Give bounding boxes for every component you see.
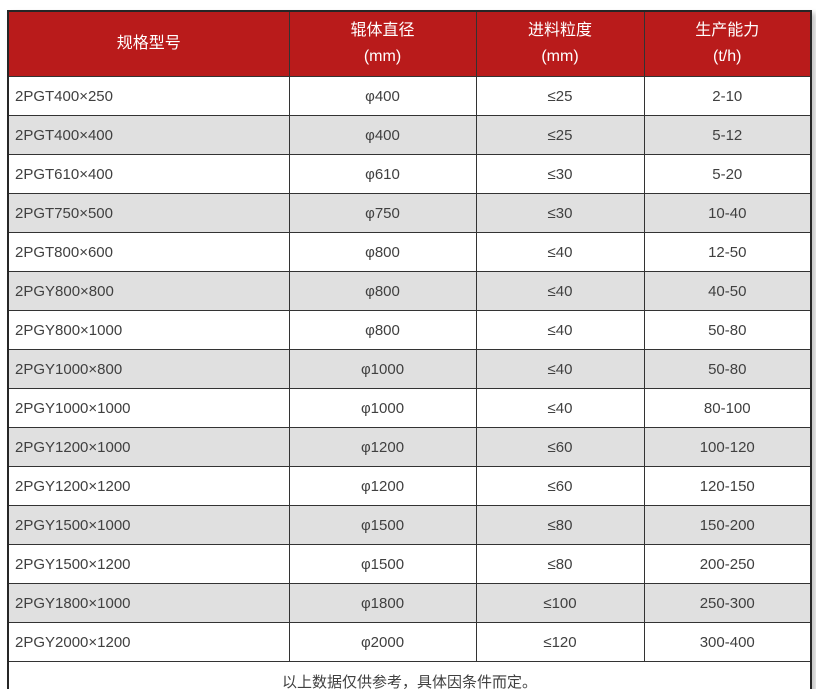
- cell-model: 2PGY1000×800: [7, 349, 290, 389]
- cell-capacity: 120-150: [643, 466, 812, 506]
- cell-feed: ≤40: [475, 232, 645, 272]
- table-row: 2PGY1800×1000 φ1800 ≤100 250-300: [7, 583, 812, 623]
- cell-model: 2PGY1000×1000: [7, 388, 290, 428]
- table-row: 2PGT610×400 φ610 ≤30 5-20: [7, 154, 812, 194]
- cell-diameter: φ2000: [288, 622, 477, 662]
- cell-model: 2PGY1500×1200: [7, 544, 290, 584]
- col-header-capacity: 生产能力 (t/h): [643, 10, 812, 77]
- cell-diameter: φ1000: [288, 388, 477, 428]
- cell-diameter: φ1000: [288, 349, 477, 389]
- cell-model: 2PGT610×400: [7, 154, 290, 194]
- cell-diameter: φ400: [288, 76, 477, 116]
- table-header: 规格型号 辊体直径 (mm) 进料粒度 (mm) 生产能力 (t/h): [7, 10, 812, 77]
- cell-diameter: φ1500: [288, 544, 477, 584]
- cell-capacity: 100-120: [643, 427, 812, 467]
- cell-model: 2PGY1800×1000: [7, 583, 290, 623]
- cell-capacity: 250-300: [643, 583, 812, 623]
- cell-diameter: φ800: [288, 232, 477, 272]
- cell-feed: ≤60: [475, 466, 645, 506]
- cell-feed: ≤40: [475, 349, 645, 389]
- table-row: 2PGY1500×1200 φ1500 ≤80 200-250: [7, 544, 812, 584]
- cell-model: 2PGT400×400: [7, 115, 290, 155]
- table-row: 2PGT400×400 φ400 ≤25 5-12: [7, 115, 812, 155]
- cell-feed: ≤30: [475, 193, 645, 233]
- cell-diameter: φ750: [288, 193, 477, 233]
- cell-model: 2PGY1500×1000: [7, 505, 290, 545]
- cell-capacity: 50-80: [643, 349, 812, 389]
- table-row: 2PGY2000×1200 φ2000 ≤120 300-400: [7, 622, 812, 662]
- cell-model: 2PGY1200×1000: [7, 427, 290, 467]
- cell-feed: ≤100: [475, 583, 645, 623]
- cell-feed: ≤80: [475, 505, 645, 545]
- cell-feed: ≤40: [475, 271, 645, 311]
- table-body: 2PGT400×250 φ400 ≤25 2-10 2PGT400×400 φ400 ≤25…: [7, 76, 812, 662]
- cell-capacity: 80-100: [643, 388, 812, 428]
- cell-feed: ≤60: [475, 427, 645, 467]
- table-row: 2PGY1000×1000 φ1000 ≤40 80-100: [7, 388, 812, 428]
- col-header-model: 规格型号: [7, 10, 290, 77]
- spec-table: 规格型号 辊体直径 (mm) 进料粒度 (mm) 生产能力 (t/h) 2PGT…: [7, 10, 812, 689]
- table-row: 2PGY1200×1000 φ1200 ≤60 100-120: [7, 427, 812, 467]
- cell-capacity: 50-80: [643, 310, 812, 350]
- cell-feed: ≤30: [475, 154, 645, 194]
- table-row: 2PGT800×600 φ800 ≤40 12-50: [7, 232, 812, 272]
- table-footer: 以上数据仅供参考，具体因条件而定。: [7, 661, 812, 689]
- cell-model: 2PGY800×1000: [7, 310, 290, 350]
- cell-diameter: φ1500: [288, 505, 477, 545]
- cell-feed: ≤120: [475, 622, 645, 662]
- table-row: 2PGY1500×1000 φ1500 ≤80 150-200: [7, 505, 812, 545]
- cell-capacity: 150-200: [643, 505, 812, 545]
- header-row: 规格型号 辊体直径 (mm) 进料粒度 (mm) 生产能力 (t/h): [7, 10, 812, 77]
- cell-feed: ≤40: [475, 388, 645, 428]
- col-header-capacity-label: 生产能力: [695, 22, 760, 39]
- col-header-feed-size-label: 进料粒度: [527, 22, 592, 39]
- cell-model: 2PGY1200×1200: [7, 466, 290, 506]
- cell-capacity: 300-400: [643, 622, 812, 662]
- cell-feed: ≤25: [475, 115, 645, 155]
- cell-model: 2PGY800×800: [7, 271, 290, 311]
- cell-capacity: 40-50: [643, 271, 812, 311]
- table-row: 2PGY1200×1200 φ1200 ≤60 120-150: [7, 466, 812, 506]
- cell-feed: ≤40: [475, 310, 645, 350]
- cell-model: 2PGT800×600: [7, 232, 290, 272]
- footer-row: 以上数据仅供参考，具体因条件而定。: [7, 661, 812, 689]
- cell-diameter: φ400: [288, 115, 477, 155]
- cell-capacity: 2-10: [643, 76, 812, 116]
- cell-capacity: 200-250: [643, 544, 812, 584]
- cell-capacity: 10-40: [643, 193, 812, 233]
- cell-capacity: 5-20: [643, 154, 812, 194]
- table-row: 2PGT750×500 φ750 ≤30 10-40: [7, 193, 812, 233]
- cell-diameter: φ1200: [288, 427, 477, 467]
- table-row: 2PGY800×1000 φ800 ≤40 50-80: [7, 310, 812, 350]
- cell-feed: ≤25: [475, 76, 645, 116]
- col-header-roller-diameter-unit: (mm): [363, 48, 402, 65]
- cell-capacity: 12-50: [643, 232, 812, 272]
- cell-feed: ≤80: [475, 544, 645, 584]
- cell-capacity: 5-12: [643, 115, 812, 155]
- cell-diameter: φ1200: [288, 466, 477, 506]
- footer-note: 以上数据仅供参考，具体因条件而定。: [7, 661, 812, 689]
- col-header-roller-diameter: 辊体直径 (mm): [288, 10, 477, 77]
- col-header-capacity-unit: (t/h): [713, 48, 742, 65]
- cell-diameter: φ610: [288, 154, 477, 194]
- col-header-feed-size-unit: (mm): [541, 48, 579, 65]
- table-row: 2PGT400×250 φ400 ≤25 2-10: [7, 76, 812, 116]
- cell-diameter: φ1800: [288, 583, 477, 623]
- col-header-model-label: 规格型号: [116, 35, 181, 52]
- col-header-roller-diameter-label: 辊体直径: [350, 22, 415, 39]
- cell-model: 2PGY2000×1200: [7, 622, 290, 662]
- cell-diameter: φ800: [288, 310, 477, 350]
- cell-model: 2PGT750×500: [7, 193, 290, 233]
- cell-diameter: φ800: [288, 271, 477, 311]
- table-row: 2PGY800×800 φ800 ≤40 40-50: [7, 271, 812, 311]
- table-row: 2PGY1000×800 φ1000 ≤40 50-80: [7, 349, 812, 389]
- col-header-feed-size: 进料粒度 (mm): [475, 10, 645, 77]
- cell-model: 2PGT400×250: [7, 76, 290, 116]
